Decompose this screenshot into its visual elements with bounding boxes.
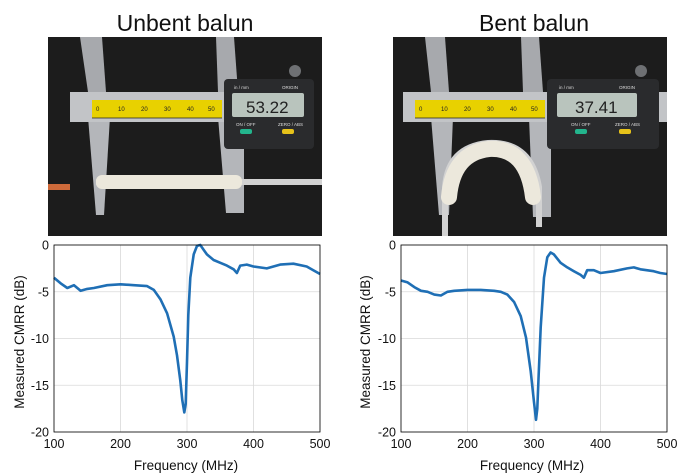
photo-bent-balun: 0 10 20 30 40 50 in / mm ORIGIN 37.41 ON… (393, 37, 667, 236)
onoff-button (575, 129, 587, 134)
y-tick-label: -5 (385, 285, 396, 299)
scale-number: 10 (441, 107, 448, 113)
panel-title-unbent: Unbent balun (116, 10, 254, 36)
panel-title-bent: Bent balun (479, 10, 589, 36)
scale-number: 50 (208, 107, 215, 113)
scale-number: 20 (464, 107, 471, 113)
scale-number: 10 (118, 107, 125, 113)
x-tick-label: 200 (457, 437, 478, 451)
cmrr-line-unbent (53, 243, 321, 414)
x-tick-label: 100 (44, 437, 65, 451)
scale-number: 0 (419, 107, 423, 113)
y-tick-label: 0 (389, 239, 396, 253)
y-axis-label: Measured CMRR (dB) (12, 275, 27, 409)
y-tick-label: -15 (378, 379, 396, 393)
cmrr-chart-unbent: 0 -5 -10 -15 -20 100 200 300 400 500 Measured CM… (12, 239, 331, 474)
scale-number: 50 (531, 107, 538, 113)
y-tick-label: -20 (378, 426, 396, 440)
scale-number: 20 (141, 107, 148, 113)
x-tick-label: 300 (177, 437, 198, 451)
x-tick-label: 200 (110, 437, 131, 451)
onoff-button (240, 129, 252, 134)
scale-number: 0 (96, 107, 100, 113)
y-tick-label: -10 (31, 332, 49, 346)
zero-button (282, 129, 294, 134)
units-label: in / mm (234, 85, 249, 90)
y-tick-label: -15 (31, 379, 49, 393)
scale-number: 30 (164, 107, 171, 113)
scale-number: 40 (187, 107, 194, 113)
y-tick-label: -5 (38, 285, 49, 299)
scale-number: 30 (487, 107, 494, 113)
onoff-label: ON / OFF (571, 122, 591, 127)
x-tick-label: 500 (310, 437, 331, 451)
x-tick-label: 400 (590, 437, 611, 451)
x-tick-label: 100 (391, 437, 412, 451)
y-tick-label: -10 (378, 332, 396, 346)
zero-button (619, 129, 631, 134)
photo-unbent-balun: 0 10 20 30 40 50 in / mm ORIGIN 53.22 ON… (48, 37, 322, 236)
onoff-label: ON / OFF (236, 122, 256, 127)
y-axis-label: Measured CMRR (dB) (358, 275, 373, 409)
x-axis-label: Frequency (MHz) (480, 458, 584, 473)
x-tick-label: 500 (657, 437, 678, 451)
y-tick-label: 0 (42, 239, 49, 253)
cmrr-chart-bent: 0 -5 -10 -15 -20 100 200 300 400 500 Measured CM… (358, 239, 678, 474)
units-label: in / mm (559, 85, 574, 90)
x-tick-label: 300 (524, 437, 545, 451)
y-tick-label: -20 (31, 426, 49, 440)
origin-label: ORIGIN (282, 85, 298, 90)
scale-number: 40 (510, 107, 517, 113)
origin-label: ORIGIN (619, 85, 635, 90)
caliper-reading: 37.41 (575, 98, 618, 117)
zero-label: ZERO / ABS (278, 122, 303, 127)
x-tick-label: 400 (243, 437, 264, 451)
cmrr-line-bent (400, 251, 668, 422)
caliper-reading: 53.22 (246, 98, 289, 117)
zero-label: ZERO / ABS (615, 122, 640, 127)
x-axis-label: Frequency (MHz) (134, 458, 238, 473)
